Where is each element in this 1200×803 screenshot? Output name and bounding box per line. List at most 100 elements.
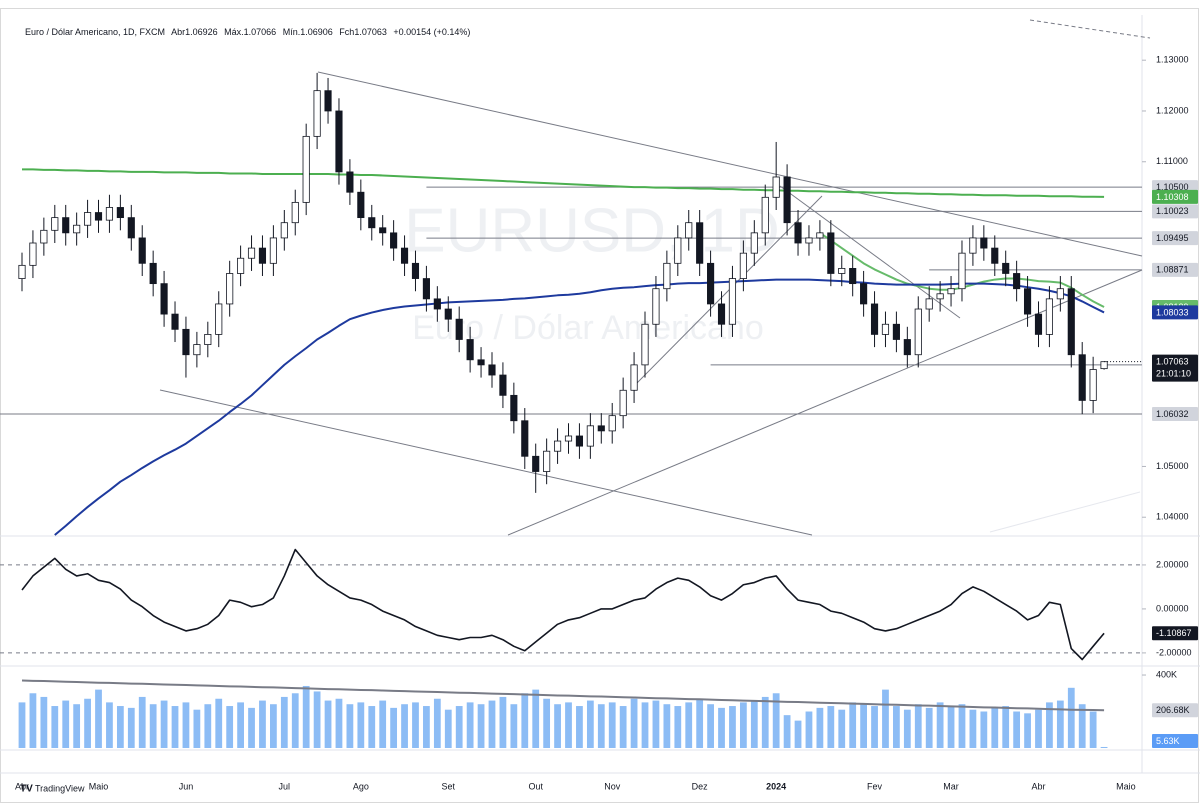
candle-body [62, 217, 70, 234]
volume-bar [215, 698, 223, 748]
candle-body [51, 217, 59, 231]
ma-value-label: 1.08033 [1156, 307, 1189, 317]
candle-body [892, 323, 900, 340]
candle-body [433, 298, 441, 310]
volume-bar [357, 702, 365, 748]
candle-body [805, 237, 813, 244]
candle-body [827, 232, 835, 274]
candle-body [914, 308, 922, 356]
candle-body [1078, 354, 1086, 401]
brand: TV TradingView [20, 783, 85, 794]
candle-body [881, 323, 890, 335]
candle-body [444, 308, 452, 320]
countdown: 21:01:10 [1156, 369, 1191, 379]
osc-tick-label: 2.00000 [1156, 559, 1189, 569]
volume-bar [346, 704, 354, 748]
candle-body [280, 222, 288, 239]
brand-logo: TV [20, 784, 33, 795]
candle-body [1045, 298, 1053, 335]
volume-bar [816, 707, 824, 748]
candle-body [816, 232, 824, 239]
volume-bar [871, 706, 878, 748]
volume-bar [291, 693, 299, 748]
x-tick-label: Fev [867, 781, 883, 791]
candle-body [116, 207, 124, 219]
candle-body [466, 339, 474, 361]
candle-body [663, 262, 671, 290]
volume-bar [237, 702, 244, 748]
candle-body [411, 262, 420, 279]
candle-body [947, 288, 955, 295]
volume-bar [1002, 706, 1010, 748]
candle-body [149, 262, 157, 285]
candle-body [127, 217, 135, 239]
trend-line [779, 185, 961, 319]
volume-bar [772, 693, 780, 748]
volume-bar [936, 702, 944, 748]
volume-bar [849, 702, 857, 748]
level-label-box [1152, 407, 1198, 422]
candle-body [29, 242, 37, 266]
volume-bar [805, 711, 813, 748]
candle-body [1067, 288, 1075, 356]
volume-bar [729, 706, 736, 748]
candle-body [652, 288, 660, 325]
candle-body [171, 313, 179, 330]
x-tick-label: Maio [1116, 781, 1136, 791]
level-label-box [1152, 204, 1198, 219]
volume-bar [903, 709, 911, 748]
candle-body [204, 334, 212, 345]
ma-value-label-box [1152, 189, 1198, 204]
low-value: 1.06906 [300, 27, 333, 37]
volume-bar [893, 706, 900, 748]
volume-bar [248, 707, 255, 748]
x-tick-label: Ago [353, 781, 369, 791]
volume-bar [1089, 711, 1097, 748]
candle-body [991, 247, 999, 264]
candle-body [84, 212, 92, 226]
volume-bar [1078, 704, 1086, 748]
candle-body [193, 344, 201, 356]
candle-body [1023, 288, 1032, 315]
high-label: Máx. [224, 27, 244, 37]
candle-body [40, 229, 48, 244]
volume-bar [882, 689, 889, 748]
candle-body [564, 435, 573, 442]
high-value: 1.07066 [244, 27, 277, 37]
volume-bar [171, 706, 179, 748]
trend-line [317, 71, 1143, 257]
candle-body [903, 339, 911, 356]
y-tick-label: 1.13000 [1156, 55, 1189, 65]
volume-bar [18, 702, 26, 748]
candle-body [543, 450, 551, 472]
candle-body [324, 90, 332, 112]
x-tick-label: Out [528, 781, 543, 791]
volume-bar [619, 706, 627, 748]
candle-body [1002, 262, 1010, 274]
volume-ma-label: 206.68K [1156, 705, 1190, 715]
candle-body [739, 252, 747, 279]
candle-body [1056, 288, 1064, 300]
candle-body [160, 283, 168, 315]
watermark: EURUSD, 1D [404, 196, 780, 265]
volume-bar [204, 704, 212, 748]
volume-bar [302, 685, 310, 748]
volume-bar [1013, 711, 1021, 748]
candle-body [400, 247, 409, 264]
volume-bar [750, 700, 758, 748]
volume-bar [586, 700, 594, 748]
close-label: 1.07063 [1156, 357, 1189, 367]
volume-bar [532, 689, 540, 748]
volume-bar [663, 704, 671, 748]
volume-bar [324, 700, 332, 748]
volume-bar [914, 704, 922, 748]
candle-body [1013, 273, 1021, 290]
volume-bar [40, 696, 48, 748]
trend-line [989, 491, 1141, 533]
volume-bar [390, 707, 398, 748]
volume-bar [466, 702, 474, 748]
candle-body [94, 212, 103, 221]
brand-name: TradingView [35, 783, 85, 793]
